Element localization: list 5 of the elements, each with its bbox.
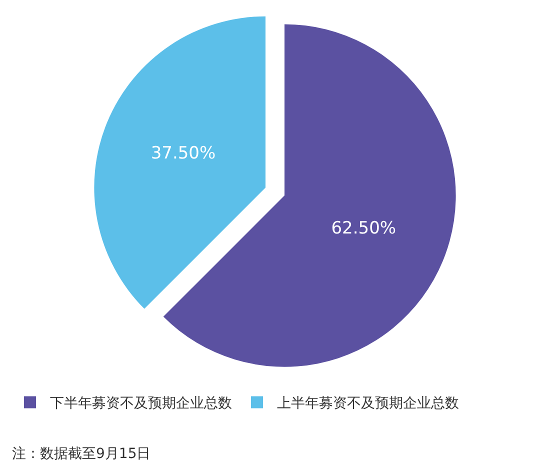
text: 注：数据截至9月15日: [12, 446, 151, 462]
data-label: 37.50%: [150, 144, 216, 164]
legend-label: 上半年募资不及预期企业总数: [277, 396, 459, 412]
legend-label: 下半年募资不及预期企业总数: [50, 396, 232, 412]
data-label: 62.50%: [331, 218, 396, 238]
